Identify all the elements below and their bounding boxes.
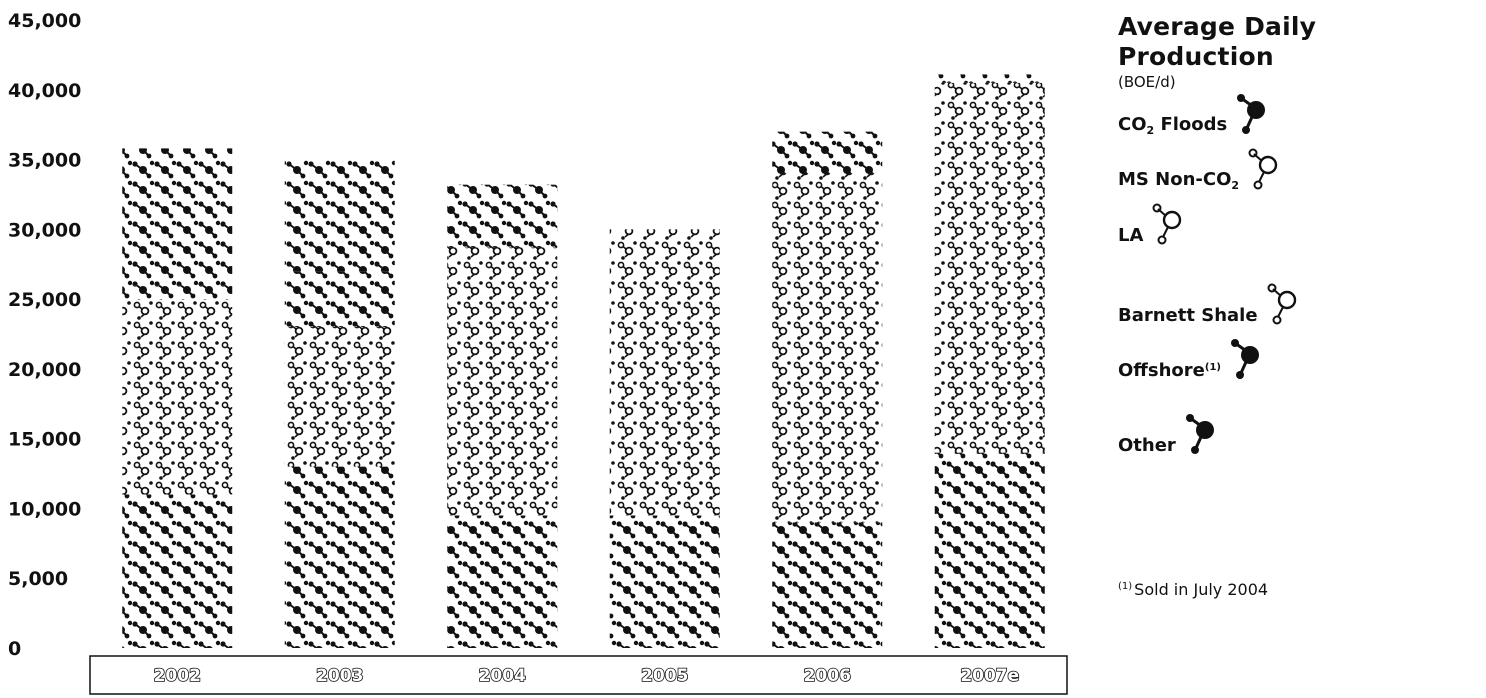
bar-segment [609, 354, 720, 516]
footnote-marker: (1) [1118, 581, 1133, 592]
bar-segment [284, 466, 395, 648]
x-axis: 2002 2003 2004 2005 2006 2007e [153, 665, 1020, 687]
bar-segment [122, 148, 233, 286]
x-tick-label: 2007e [960, 666, 1019, 686]
legend-item: LA [1118, 203, 1187, 260]
molecule-filled-icon [1230, 339, 1259, 379]
y-tick-label: 0 [8, 638, 21, 660]
bar-segment [447, 247, 558, 369]
legend-item: CO2 Floods [1118, 94, 1271, 150]
y-tick-label: 20,000 [8, 359, 81, 381]
legend-label: MS Non-CO2 [1118, 168, 1240, 192]
bar-segment [772, 173, 883, 216]
x-tick-label: 2002 [154, 666, 201, 686]
legend: Average Daily Production (BOE/d) CO2 Flo… [1118, 12, 1478, 456]
bar-segment [609, 515, 720, 648]
y-tick-label: 40,000 [8, 80, 81, 102]
bar-chart: 45,000 40,000 35,000 30,000 25,000 20,000 15,0… [8, 10, 1068, 695]
molecule-hollow-icon [1267, 283, 1296, 325]
y-tick-label: 45,000 [8, 10, 81, 32]
x-tick-label: 2004 [479, 666, 526, 686]
legend-item: Barnett Shale [1118, 283, 1302, 340]
footnote-text: Sold in July 2004 [1134, 580, 1269, 599]
footnote: (1) Sold in July 2004 [1118, 580, 1268, 599]
bar-segment [934, 299, 1045, 453]
x-tick-label: 2006 [804, 666, 851, 686]
legend-item: MS Non-CO2 [1118, 148, 1283, 205]
molecule-filled-icon [1237, 94, 1266, 134]
y-tick-label: 15,000 [8, 429, 81, 451]
x-tick-label: 2005 [641, 666, 688, 686]
bar-segment [934, 159, 1045, 300]
molecule-hollow-icon [1248, 148, 1278, 190]
bars [122, 74, 1045, 648]
y-tick-label: 30,000 [8, 219, 81, 241]
legend-label: CO2 Floods [1118, 113, 1228, 137]
bar-segment [447, 184, 558, 248]
bar-segment [934, 452, 1045, 648]
molecule-hollow-icon [1152, 203, 1182, 245]
y-axis: 45,000 40,000 35,000 30,000 25,000 20,000 15,0… [8, 10, 81, 660]
legend-label: Barnett Shale [1118, 304, 1258, 326]
bar-segment [122, 285, 233, 300]
legend-label: Offshore(1) [1118, 359, 1221, 381]
bar-segment [284, 271, 395, 328]
chart-title: Average Daily Production [1118, 12, 1317, 71]
bar-segment [284, 327, 395, 467]
y-tick-label: 5,000 [8, 568, 68, 590]
legend-label: LA [1118, 224, 1144, 246]
legend-label: Other [1118, 434, 1176, 456]
y-tick-label: 25,000 [8, 289, 81, 311]
y-tick-label: 35,000 [8, 150, 81, 172]
bar-segment [772, 215, 883, 362]
bar-segment [772, 131, 883, 174]
bar-segment [284, 159, 395, 272]
chart-subtitle: (BOE/d) [1118, 73, 1176, 91]
bar-segment [772, 361, 883, 523]
legend-item: Other [1118, 414, 1220, 470]
bar-segment [447, 368, 558, 516]
bar-segment [122, 299, 233, 495]
bar-segment [934, 74, 1045, 83]
y-tick-label: 10,000 [8, 498, 81, 520]
bar-segment [122, 494, 233, 648]
legend-item: Offshore(1) [1118, 339, 1265, 395]
x-tick-label: 2003 [316, 666, 363, 686]
molecule-filled-icon [1185, 414, 1214, 454]
bar-segment [772, 522, 883, 648]
x-axis-box [89, 655, 1068, 695]
bar-segment [447, 515, 558, 648]
bar-segment [609, 229, 720, 355]
bar-segment [934, 82, 1045, 160]
